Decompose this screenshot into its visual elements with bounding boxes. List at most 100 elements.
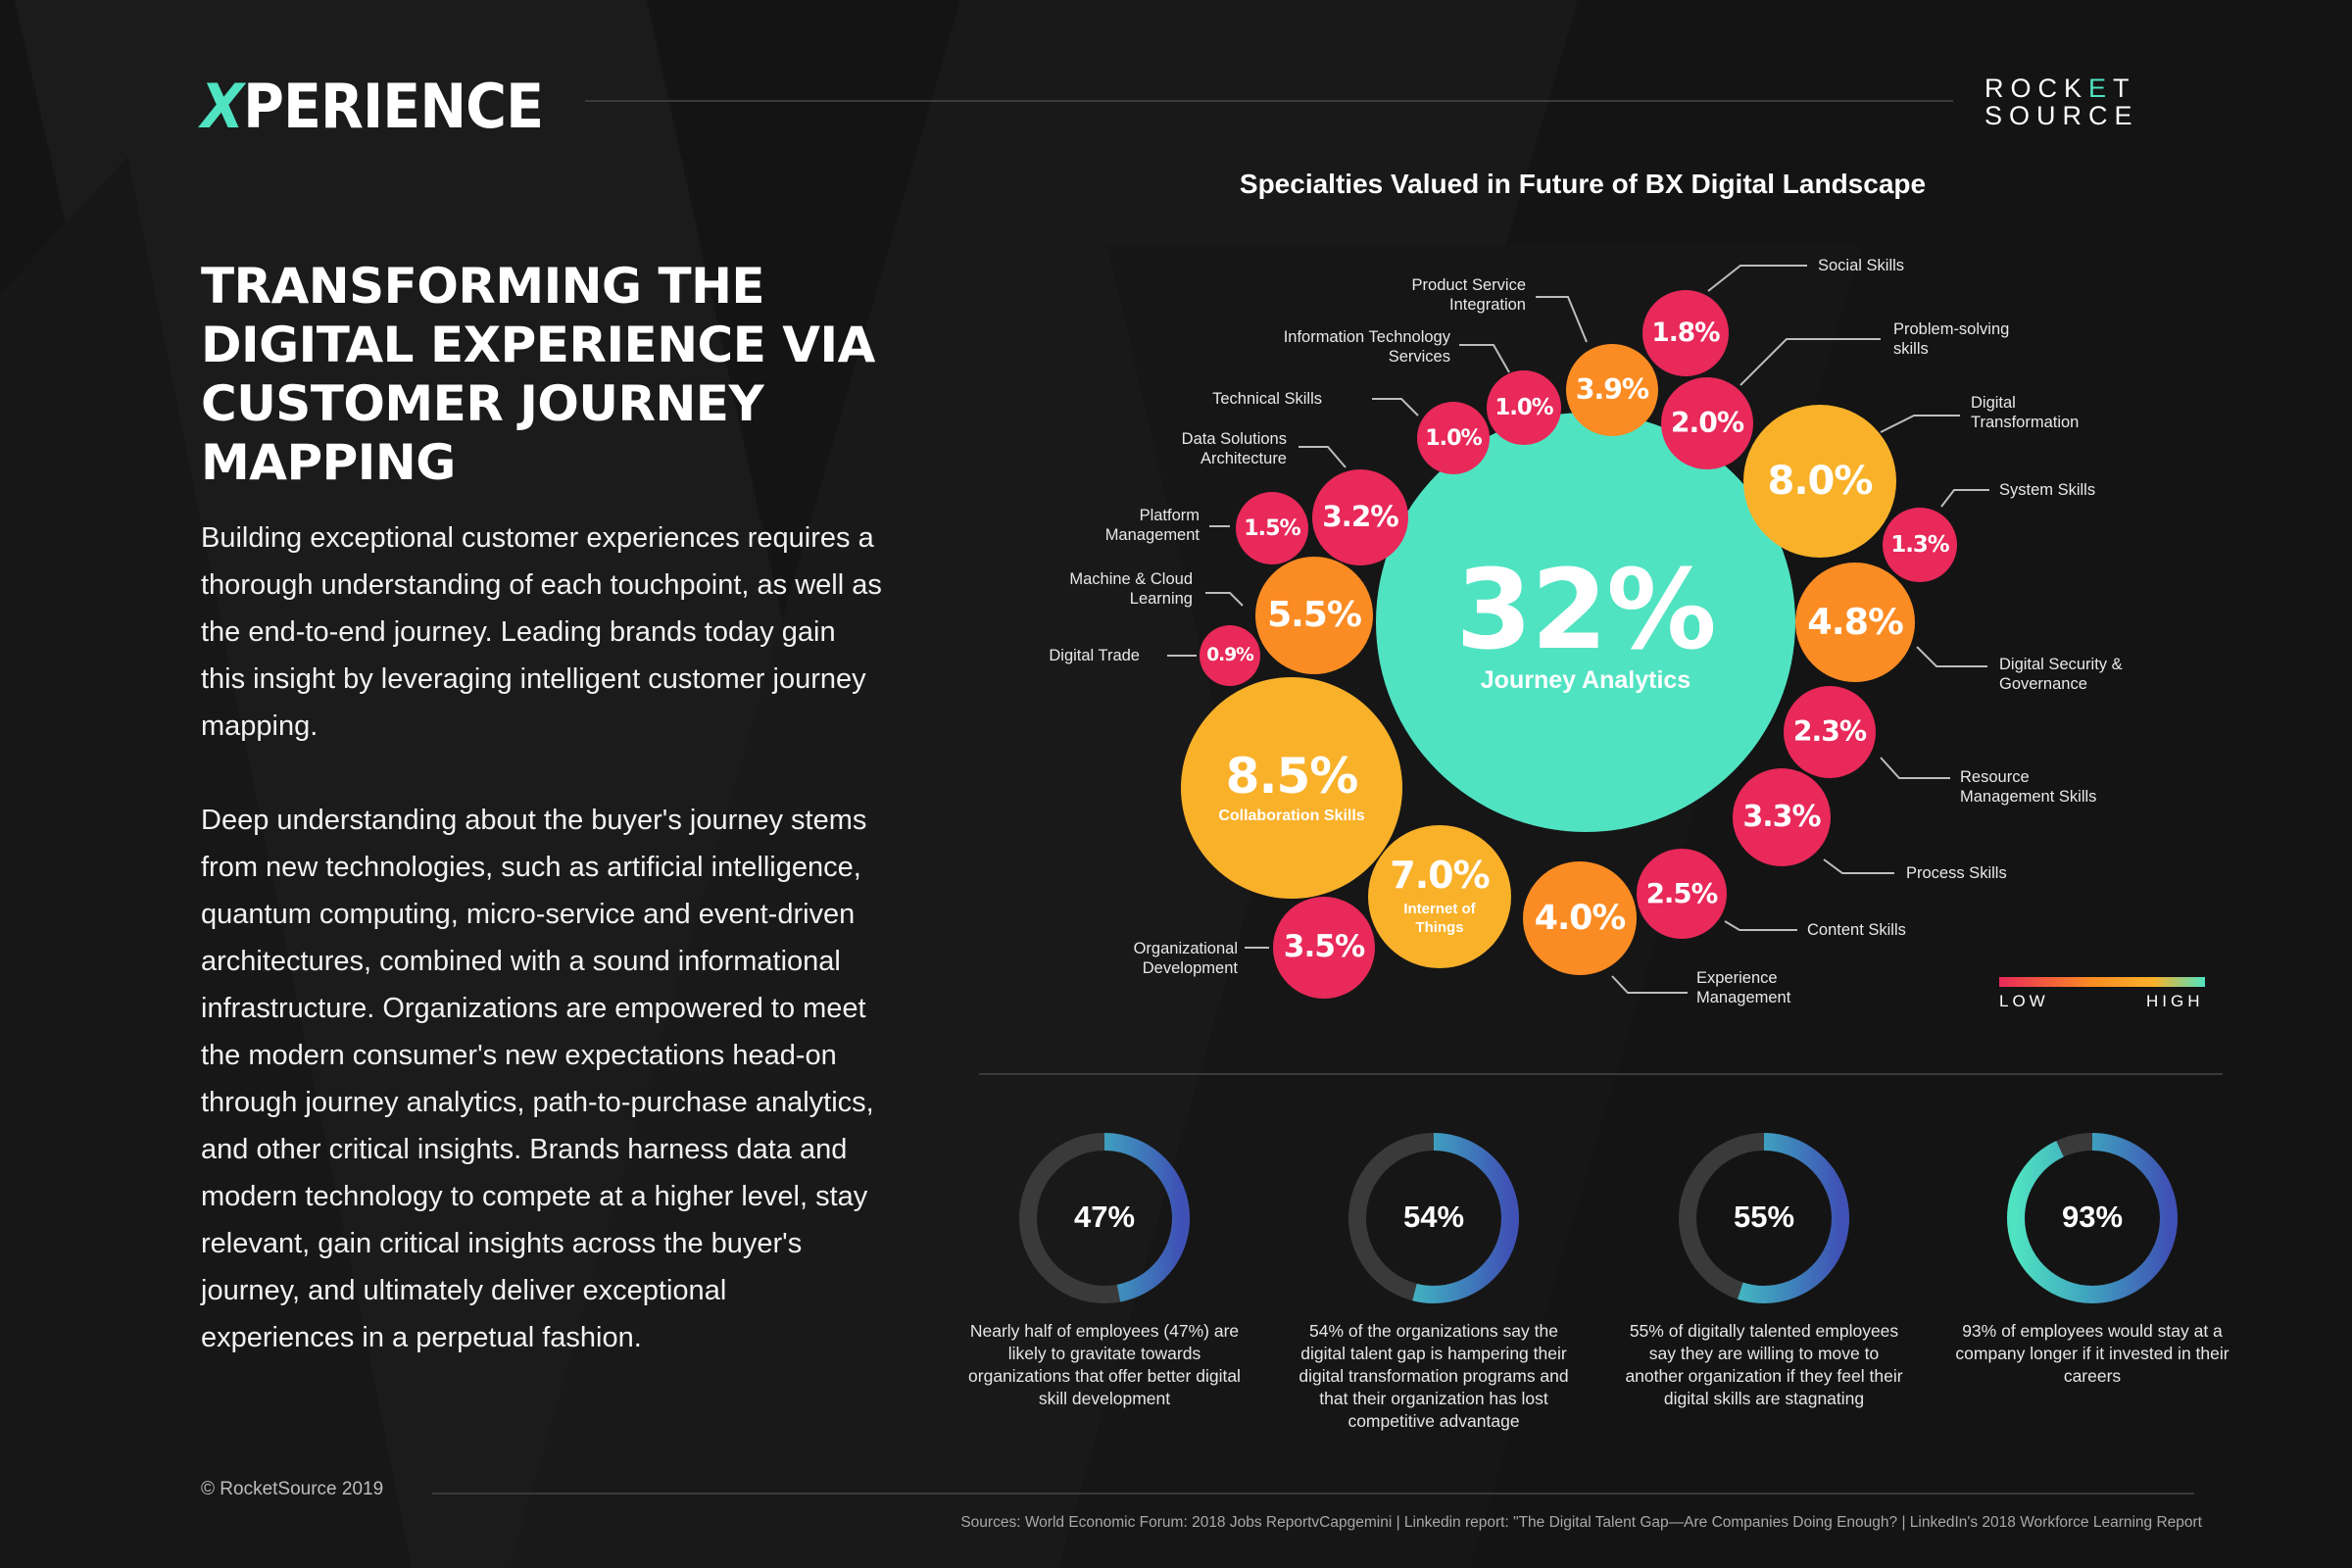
sources-text: Sources: World Economic Forum: 2018 Jobs… [960,1514,2202,1531]
bubble: 2.0% [1661,377,1753,469]
donut-fill [1679,1133,1849,1303]
rocketsource-logo: ROCKET SOURCE [1984,74,2139,129]
header-divider [585,100,1953,102]
donut-caption: 54% of the organizations say the digital… [1298,1321,1569,1431]
leader-line [1205,592,1244,607]
leader-line [1880,415,1960,433]
footer-divider [432,1493,2194,1494]
bubble: 4.0% [1523,861,1637,975]
bubble-value: 1.0% [1425,424,1483,451]
bubble-value: 8.5% [1225,747,1359,805]
bubble: 32% Journey Analytics [1376,413,1795,832]
bubble-value: 2.3% [1792,714,1867,748]
bubble: 5.5% [1255,557,1373,674]
logo-line-2: SOURCE [1984,101,2139,130]
donut-caption: Nearly half of employees (47%) are likel… [968,1321,1241,1408]
bubble: 4.8% [1795,563,1915,682]
bubble: 7.0% Internet of Things [1368,825,1511,968]
logo-part: T [2113,74,2136,103]
bubble-category-label: Technical Skills [1212,390,1322,408]
donut-caption: 93% of employees would stay at a company… [1955,1321,2230,1386]
bubble-category-label: Digital Trade [1049,647,1140,664]
bubble-value: 1.5% [1244,514,1301,541]
bubble-value: 4.8% [1807,600,1903,643]
intro-paragraph: Building exceptional customer experience… [201,522,882,742]
bubble: 3.9% [1566,344,1658,436]
bubble: 1.5% [1236,492,1308,564]
logo-text: PERIENCE [243,71,544,142]
bubble: 1.0% [1417,402,1490,474]
bubble: 8.5% Collaboration Skills [1181,677,1402,899]
bubble-label: Journey Analytics [1480,665,1691,694]
bubble-category-label: Platform Management [1104,507,1200,544]
bubble-value: 3.2% [1322,500,1399,534]
chart-title: Specialties Valued in Future of BX Digit… [1239,169,1927,199]
legend-low-label: LOW [1999,992,2049,1010]
bubble: 1.8% [1642,290,1729,376]
bubble: 1.0% [1487,370,1561,445]
leader-line [1940,489,1989,508]
bubble: 2.5% [1637,849,1727,939]
bubble: 1.3% [1883,508,1957,582]
bubble-category-label: Resource Management Skills [1960,768,2097,806]
leader-line [1880,757,1950,779]
bubble-value: 32% [1455,546,1716,674]
bubble-label: Collaboration Skills [1218,807,1365,824]
bubble-value: 3.5% [1283,929,1365,965]
donut-percent: 55% [1733,1200,1795,1234]
bubble-value: 1.0% [1494,394,1553,420]
bubble: 2.3% [1784,686,1876,778]
logo-line-1: ROCKET [1984,74,2139,102]
bubble-value: 8.0% [1767,459,1874,504]
donut-caption: 55% of digitally talented employees say … [1625,1321,1903,1408]
bubble: 3.5% [1273,897,1375,999]
donut-percent: 47% [1073,1200,1136,1234]
donut-chart [2007,1133,2178,1303]
bubble-category-label: Process Skills [1906,864,2007,882]
bubble-value: 7.0% [1390,854,1490,897]
body-paragraph: Deep understanding about the buyer's jou… [201,805,874,1353]
bubble-category-label: Social Skills [1818,257,1905,274]
bubble-label: Internet of Things [1403,901,1476,936]
bubble-value: 1.8% [1651,317,1720,348]
bubble-category-label: Experience Management [1696,969,1791,1006]
bubble-category-label: Machine & Cloud Learning [1069,570,1193,608]
xperience-logo: XPERIENCE [201,71,544,142]
copyright: © RocketSource 2019 [201,1479,384,1499]
leader-line [1372,398,1419,416]
leader-line [1611,975,1688,994]
donut-chart [1348,1133,1519,1303]
section-divider [979,1073,2223,1075]
bubble: 8.0% [1743,405,1896,558]
bubble-category-label: System Skills [1999,481,2096,499]
bubble-category-label: Digital Security & Governance [1999,656,2123,693]
bubble-value: 1.3% [1890,531,1949,558]
leader-line [1536,296,1588,343]
bubble-value: 3.9% [1575,372,1649,406]
bubble-category-label: Product Service Integration [1411,276,1526,314]
bubble-value: 4.0% [1534,898,1627,938]
leader-line [1298,446,1347,468]
bubble-value: 3.3% [1742,800,1821,834]
leader-line [1823,858,1894,874]
bubble: 0.9% [1200,625,1260,686]
legend-high-label: HIGH [2146,992,2204,1010]
donut-fill [1348,1133,1519,1303]
bubble-value: 2.0% [1670,406,1744,439]
bubble-value: 0.9% [1206,644,1254,665]
donut-chart [1679,1133,1849,1303]
bubble-category-label: Data Solutions Architecture [1181,430,1287,467]
bubble-value: 2.5% [1645,877,1719,910]
legend-gradient-bar [1999,977,2205,987]
donut-fill [2007,1133,2178,1303]
donut-fill [1019,1133,1190,1303]
leader-line [1724,920,1797,931]
bubble-category-label: Information Technology Services [1283,328,1450,366]
bubble-category-label: Problem-solving skills [1893,320,2010,358]
bubble: 3.3% [1733,768,1831,866]
leader-line [1459,344,1510,373]
leader-line [1916,646,1987,667]
bubble-value: 5.5% [1267,595,1362,635]
donut-percent: 54% [1402,1200,1465,1234]
